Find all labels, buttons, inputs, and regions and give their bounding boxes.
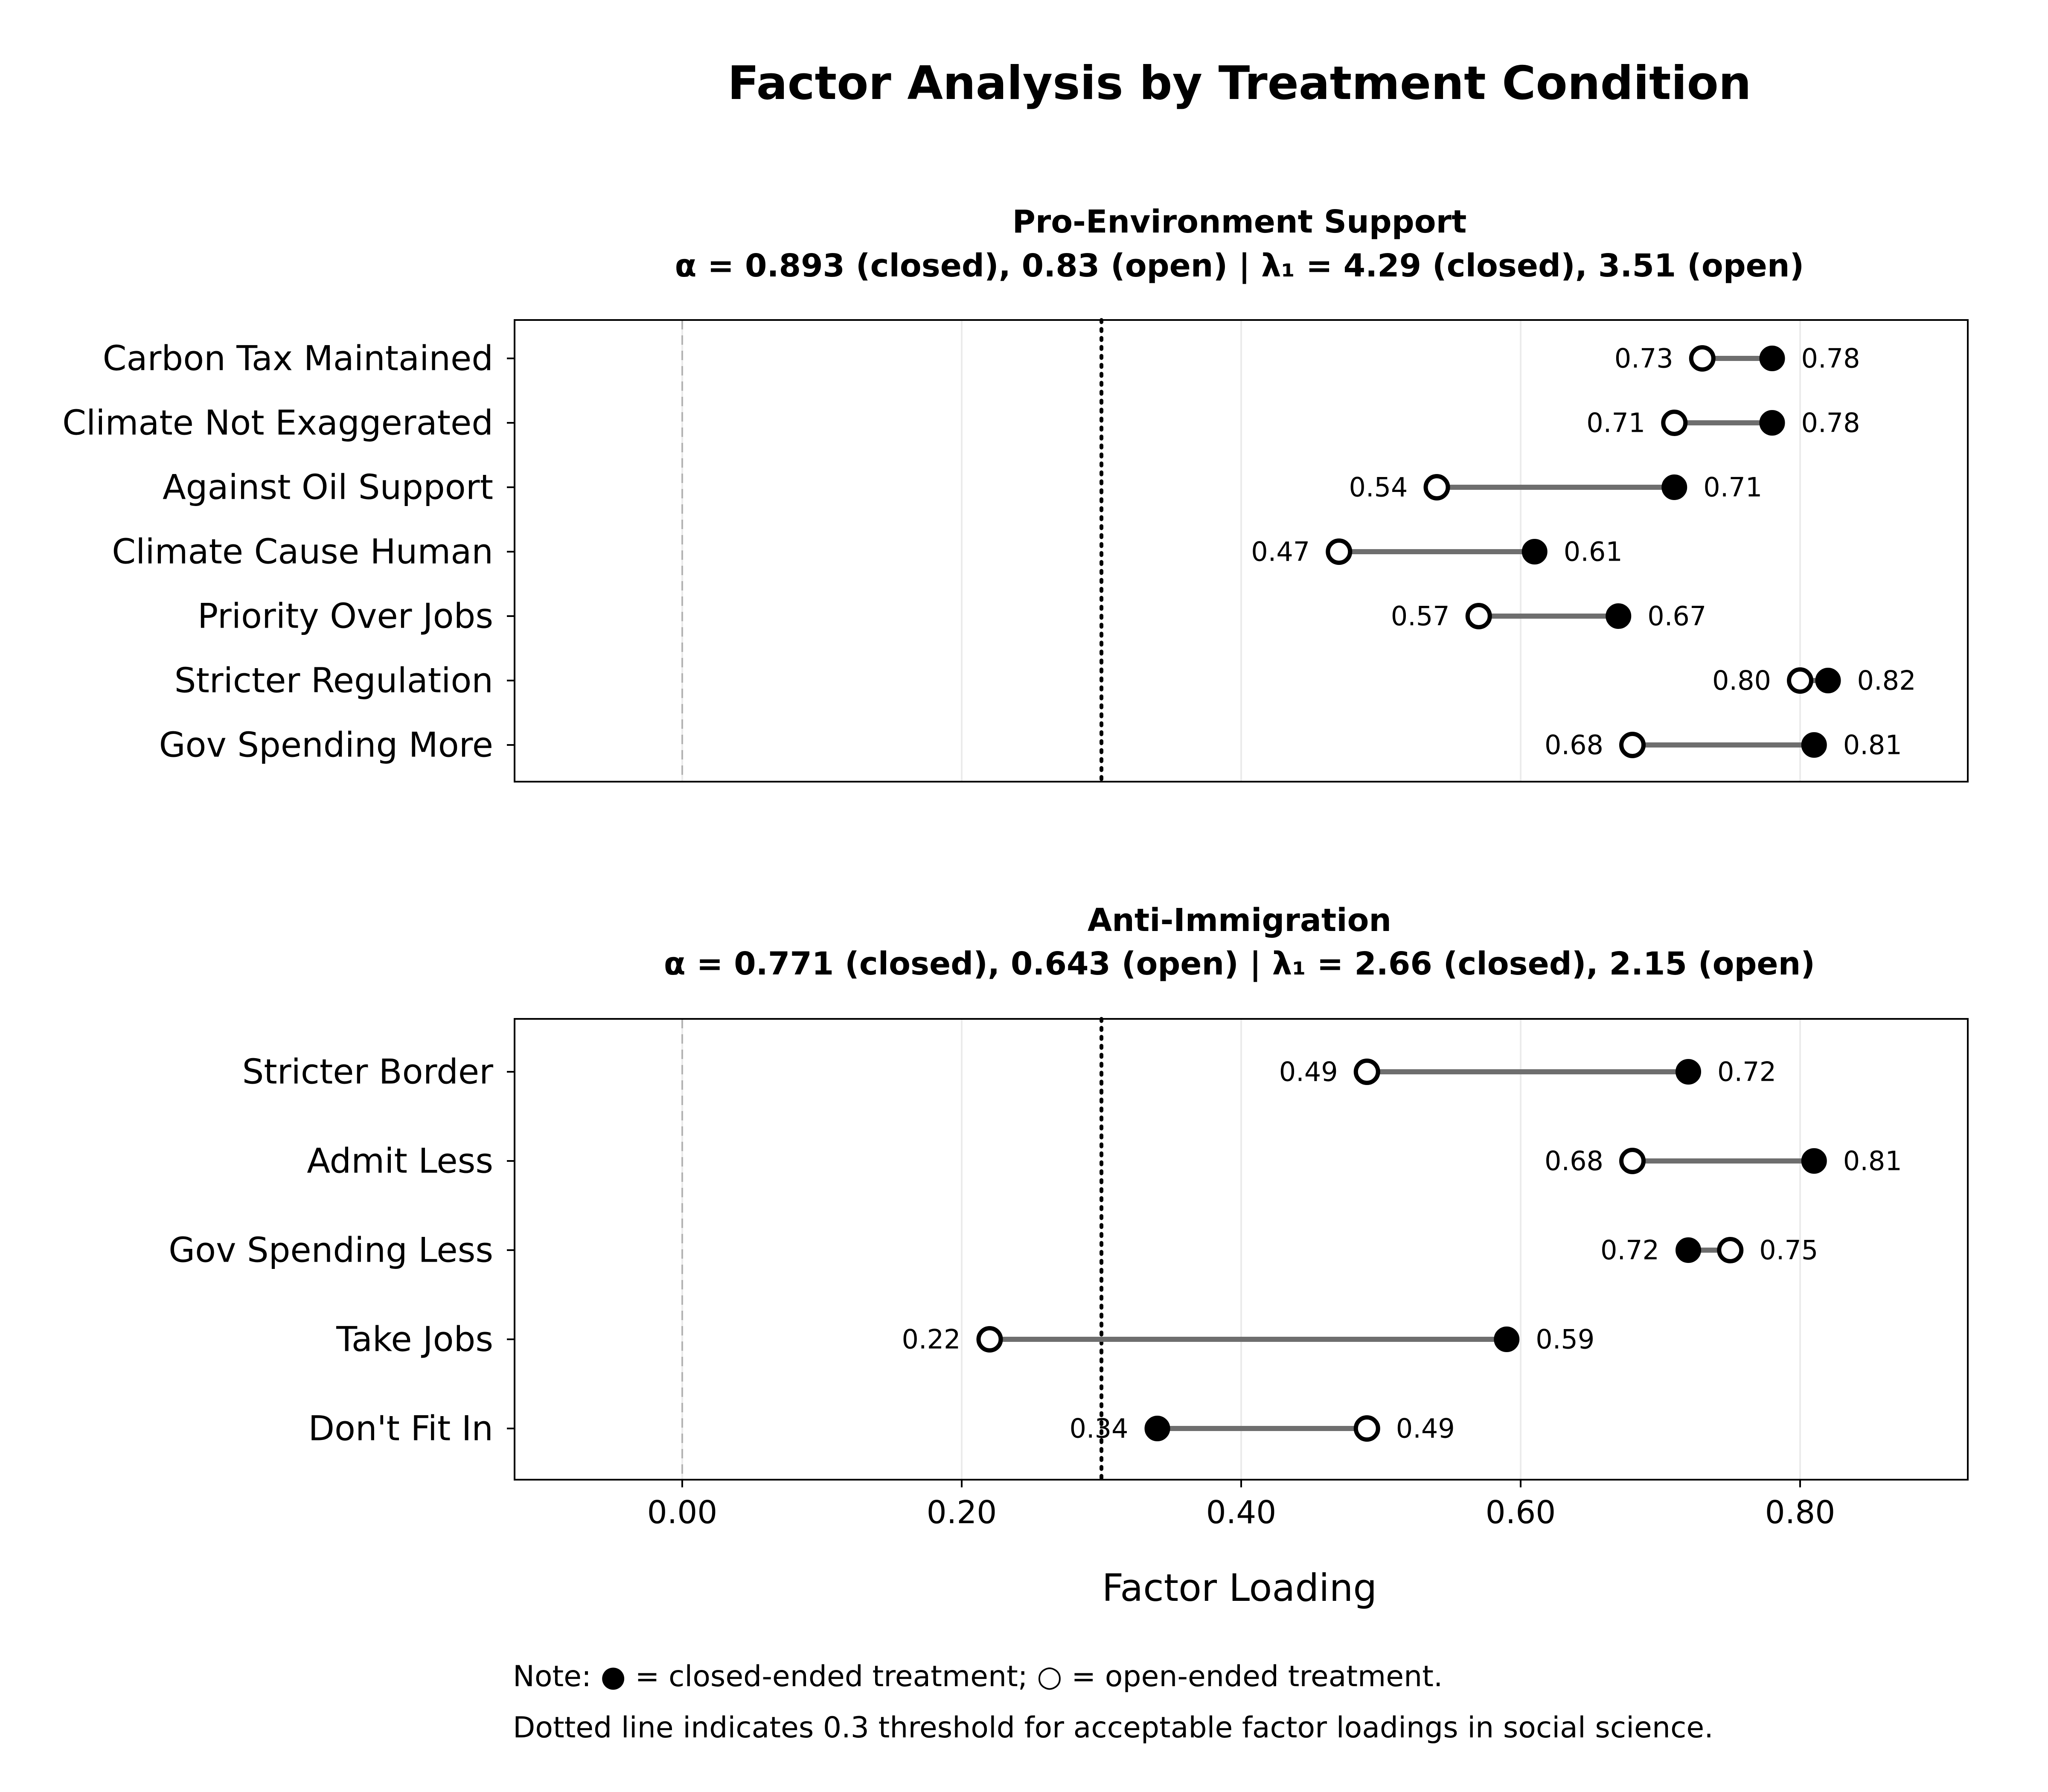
y-tick-label: Take Jobs <box>336 1320 493 1359</box>
panel-1: Pro-Environment Support α = 0.893 (closed… <box>62 204 1969 784</box>
y-tick-label: Stricter Border <box>242 1052 493 1092</box>
data-label: 0.73 <box>1615 343 1673 374</box>
x-tick-label: 0.00 <box>647 1494 718 1531</box>
data-label: 0.59 <box>1536 1324 1594 1355</box>
note-threshold: Dotted line indicates 0.3 threshold for … <box>513 1711 1713 1745</box>
y-tick-label: Gov Spending More <box>159 725 493 765</box>
panel-subtitle: α = 0.771 (closed), 0.643 (open) | λ₁ = … <box>664 945 1815 982</box>
data-label: 0.80 <box>1712 665 1771 696</box>
closed-point <box>1144 1416 1170 1441</box>
panel-title: Anti-Immigration <box>1088 902 1391 939</box>
data-label: 0.81 <box>1843 730 1902 761</box>
open-point <box>1423 474 1450 500</box>
x-axis: 0.00 0.20 0.40 0.60 0.80 <box>647 1480 1836 1531</box>
data-label: 0.49 <box>1396 1413 1455 1444</box>
data-label: 0.34 <box>1069 1413 1128 1444</box>
closed-point <box>1676 1237 1701 1263</box>
open-point <box>1661 410 1688 436</box>
panel-subtitle: α = 0.893 (closed), 0.83 (open) | λ₁ = 4… <box>675 247 1804 284</box>
data-label: 0.57 <box>1391 601 1450 632</box>
x-tick-label: 0.60 <box>1486 1494 1556 1531</box>
open-point <box>1619 732 1646 758</box>
closed-point <box>1801 1148 1827 1174</box>
y-tick-label: Against Oil Support <box>163 468 493 507</box>
data-label: 0.81 <box>1843 1146 1902 1177</box>
y-tick-label: Stricter Regulation <box>175 661 493 701</box>
closed-point <box>1759 346 1785 371</box>
closed-point <box>1801 732 1827 758</box>
data-label: 0.72 <box>1717 1056 1776 1088</box>
y-tick-label: Don't Fit In <box>308 1409 493 1449</box>
data-label: 0.78 <box>1801 343 1860 374</box>
x-tick-label: 0.40 <box>1206 1494 1277 1531</box>
y-tick-label: Gov Spending Less <box>169 1231 493 1270</box>
data-label: 0.72 <box>1600 1235 1659 1266</box>
data-label: 0.82 <box>1857 665 1916 696</box>
data-label: 0.54 <box>1349 472 1408 503</box>
closed-point <box>1606 603 1632 629</box>
x-tick-label: 0.80 <box>1765 1494 1836 1531</box>
open-point <box>1619 1148 1646 1174</box>
panel-title: Pro-Environment Support <box>1012 204 1467 240</box>
data-label: 0.71 <box>1703 472 1762 503</box>
closed-point <box>1494 1327 1520 1352</box>
closed-point <box>1661 474 1687 500</box>
x-axis-label: Factor Loading <box>1102 1566 1377 1610</box>
data-label: 0.47 <box>1251 536 1310 567</box>
data-label: 0.61 <box>1564 536 1623 567</box>
y-tick-label: Admit Less <box>307 1141 493 1181</box>
open-point <box>976 1326 1003 1353</box>
y-tick-label: Priority Over Jobs <box>198 596 493 636</box>
open-point <box>1787 667 1813 694</box>
closed-point <box>1676 1059 1701 1085</box>
open-point <box>1717 1237 1744 1263</box>
x-tick-label: 0.20 <box>927 1494 997 1531</box>
panels-layer: Pro-Environment Support α = 0.893 (closed… <box>62 204 1969 1482</box>
y-tick-label: Carbon Tax Maintained <box>103 339 493 378</box>
open-point <box>1326 538 1353 565</box>
data-label: 0.49 <box>1279 1056 1338 1088</box>
panel-2: Anti-Immigration α = 0.771 (closed), 0.64… <box>169 902 1969 1482</box>
data-label: 0.68 <box>1545 1146 1603 1177</box>
data-label: 0.22 <box>902 1324 960 1355</box>
y-tick-label: Climate Cause Human <box>112 532 493 572</box>
open-point <box>1353 1059 1380 1085</box>
data-label: 0.67 <box>1647 601 1706 632</box>
note-legend: Note: ● = closed-ended treatment; ○ = op… <box>513 1660 1443 1693</box>
closed-point <box>1815 668 1841 693</box>
data-label: 0.71 <box>1586 407 1645 439</box>
open-point <box>1465 603 1492 629</box>
data-label: 0.68 <box>1545 730 1603 761</box>
open-point <box>1689 345 1716 372</box>
chart-title: Factor Analysis by Treatment Condition <box>727 57 1751 110</box>
y-tick-label: Climate Not Exaggerated <box>62 403 493 443</box>
data-label: 0.75 <box>1759 1235 1818 1266</box>
open-point <box>1353 1415 1380 1442</box>
data-label: 0.78 <box>1801 407 1860 439</box>
closed-point <box>1521 539 1548 564</box>
closed-point <box>1759 410 1785 436</box>
